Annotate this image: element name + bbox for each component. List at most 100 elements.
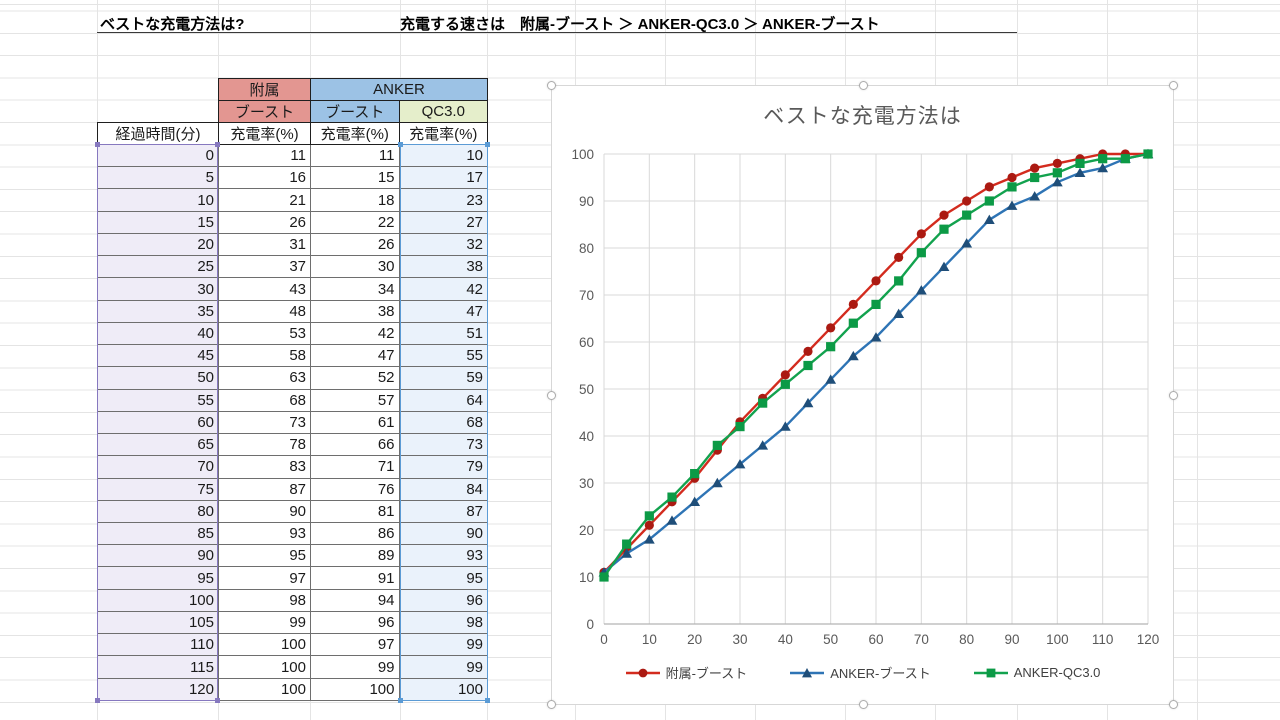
cell-anker-boost[interactable]: 38 xyxy=(310,299,400,323)
cell-speed-ranking[interactable]: 充電する速さは 附属-ブースト ＞ ANKER-QC3.0 ＞ ANKER-ブー… xyxy=(400,16,880,33)
data-point-marker[interactable] xyxy=(599,572,609,582)
cell-fuzoku-boost[interactable]: 53 xyxy=(218,321,311,346)
cell-time[interactable]: 80 xyxy=(97,499,219,523)
cell-anker-qc30[interactable]: 68 xyxy=(398,410,488,435)
data-point-marker[interactable] xyxy=(1030,172,1040,183)
chart-resize-handle[interactable] xyxy=(547,391,556,400)
chart-resize-handle[interactable] xyxy=(1169,700,1178,709)
cell-time[interactable]: 90 xyxy=(97,544,219,568)
data-point-marker[interactable] xyxy=(666,515,678,525)
cell-anker-boost[interactable]: 57 xyxy=(310,388,400,412)
data-point-marker[interactable] xyxy=(983,214,995,224)
data-point-marker[interactable] xyxy=(961,238,973,248)
cell-anker-boost[interactable]: 100 xyxy=(310,677,400,701)
data-point-marker[interactable] xyxy=(1029,191,1041,201)
cell-time[interactable]: 65 xyxy=(97,433,219,457)
cell-time[interactable]: 20 xyxy=(97,232,219,257)
data-point-marker[interactable] xyxy=(826,342,836,352)
data-point-marker[interactable] xyxy=(1075,158,1085,168)
legend-item-2[interactable]: ANKER-QC3.0 xyxy=(973,665,1100,680)
data-point-marker[interactable] xyxy=(802,397,814,408)
cell-fuzoku-boost[interactable]: 98 xyxy=(218,588,311,612)
cell-anker-boost[interactable]: 18 xyxy=(310,188,400,212)
cell-anker-boost[interactable]: 96 xyxy=(310,610,400,635)
cell-anker-qc30[interactable]: 64 xyxy=(398,388,488,412)
column-header-2[interactable]: 充電率(%) xyxy=(310,122,400,145)
cell-fuzoku-boost[interactable]: 43 xyxy=(218,277,311,301)
subheader-1[interactable]: ブースト xyxy=(310,100,400,123)
cell-time[interactable]: 40 xyxy=(97,321,219,346)
data-point-marker[interactable] xyxy=(758,398,768,408)
cell-fuzoku-boost[interactable]: 63 xyxy=(218,366,311,390)
data-point-marker[interactable] xyxy=(780,370,790,380)
chart-resize-handle[interactable] xyxy=(547,700,556,709)
data-point-marker[interactable] xyxy=(916,248,926,258)
data-point-marker[interactable] xyxy=(825,374,837,384)
line-chart[interactable]: ベストな充電方法は 0 10 20 30 40 50 60 70 80 90 100 0 10 20 30 4… xyxy=(547,81,1178,709)
data-point-marker[interactable] xyxy=(962,210,972,220)
cell-anker-qc30[interactable]: 23 xyxy=(398,188,488,212)
cell-fuzoku-boost[interactable]: 93 xyxy=(218,521,311,546)
cell-anker-qc30[interactable]: 79 xyxy=(398,455,488,479)
cell-anker-qc30[interactable]: 84 xyxy=(398,477,488,501)
cell-time[interactable]: 70 xyxy=(97,455,219,479)
data-point-marker[interactable] xyxy=(712,440,722,450)
cell-fuzoku-boost[interactable]: 26 xyxy=(218,210,311,234)
cell-anker-boost[interactable]: 97 xyxy=(310,633,400,657)
chart-resize-handle[interactable] xyxy=(547,81,556,90)
data-point-marker[interactable] xyxy=(1006,200,1018,210)
cell-time[interactable]: 0 xyxy=(97,143,219,168)
chart-title[interactable]: ベストな充電方法は xyxy=(763,105,962,128)
cell-time[interactable]: 35 xyxy=(97,299,219,323)
cell-fuzoku-boost[interactable]: 97 xyxy=(218,566,311,590)
cell-anker-boost[interactable]: 94 xyxy=(310,588,400,612)
cell-anker-qc30[interactable]: 96 xyxy=(398,588,488,612)
cell-anker-qc30[interactable]: 32 xyxy=(398,232,488,257)
cell-time[interactable]: 55 xyxy=(97,388,219,412)
cell-fuzoku-boost[interactable]: 21 xyxy=(218,188,311,212)
data-point-marker[interactable] xyxy=(757,440,769,450)
cell-time[interactable]: 75 xyxy=(97,477,219,501)
data-point-marker[interactable] xyxy=(870,332,882,342)
cell-time[interactable]: 60 xyxy=(97,410,219,435)
data-point-marker[interactable] xyxy=(644,520,654,530)
data-point-marker[interactable] xyxy=(962,196,972,206)
cell-anker-boost[interactable]: 91 xyxy=(310,566,400,590)
data-point-marker[interactable] xyxy=(848,318,858,328)
data-point-marker[interactable] xyxy=(1097,162,1109,173)
data-point-marker[interactable] xyxy=(847,350,859,361)
cell-anker-boost[interactable]: 30 xyxy=(310,255,400,279)
cell-fuzoku-boost[interactable]: 48 xyxy=(218,299,311,323)
data-point-marker[interactable] xyxy=(711,477,723,488)
data-point-marker[interactable] xyxy=(984,196,994,206)
data-point-marker[interactable] xyxy=(1074,167,1086,177)
cell-fuzoku-boost[interactable]: 95 xyxy=(218,544,311,568)
cell-fuzoku-boost[interactable]: 31 xyxy=(218,232,311,257)
cell-anker-qc30[interactable]: 38 xyxy=(398,255,488,279)
chart-resize-handle[interactable] xyxy=(1169,391,1178,400)
cell-fuzoku-boost[interactable]: 87 xyxy=(218,477,311,501)
cell-anker-qc30[interactable]: 55 xyxy=(398,344,488,368)
cell-fuzoku-boost[interactable]: 73 xyxy=(218,410,311,435)
cell-fuzoku-boost[interactable]: 83 xyxy=(218,455,311,479)
data-point-marker[interactable] xyxy=(916,229,926,239)
cell-time[interactable]: 110 xyxy=(97,633,219,657)
data-point-marker[interactable] xyxy=(803,360,813,371)
cell-anker-boost[interactable]: 76 xyxy=(310,477,400,501)
cell-anker-boost[interactable]: 89 xyxy=(310,544,400,568)
cell-anker-qc30[interactable]: 98 xyxy=(398,610,488,635)
legend-item-1[interactable]: ANKER-ブースト xyxy=(789,663,931,682)
cell-time[interactable]: 45 xyxy=(97,344,219,368)
cell-fuzoku-boost[interactable]: 100 xyxy=(218,633,311,657)
column-header-1[interactable]: 充電率(%) xyxy=(218,122,311,145)
cell-time[interactable]: 5 xyxy=(97,166,219,190)
data-point-marker[interactable] xyxy=(871,299,881,309)
data-point-marker[interactable] xyxy=(915,285,927,295)
cell-anker-boost[interactable]: 26 xyxy=(310,232,400,257)
data-point-marker[interactable] xyxy=(779,421,791,431)
data-point-marker[interactable] xyxy=(894,252,904,262)
cell-fuzoku-boost[interactable]: 16 xyxy=(218,166,311,190)
cell-time[interactable]: 85 xyxy=(97,521,219,546)
cell-anker-qc30[interactable]: 99 xyxy=(398,633,488,657)
cell-anker-boost[interactable]: 99 xyxy=(310,655,400,679)
